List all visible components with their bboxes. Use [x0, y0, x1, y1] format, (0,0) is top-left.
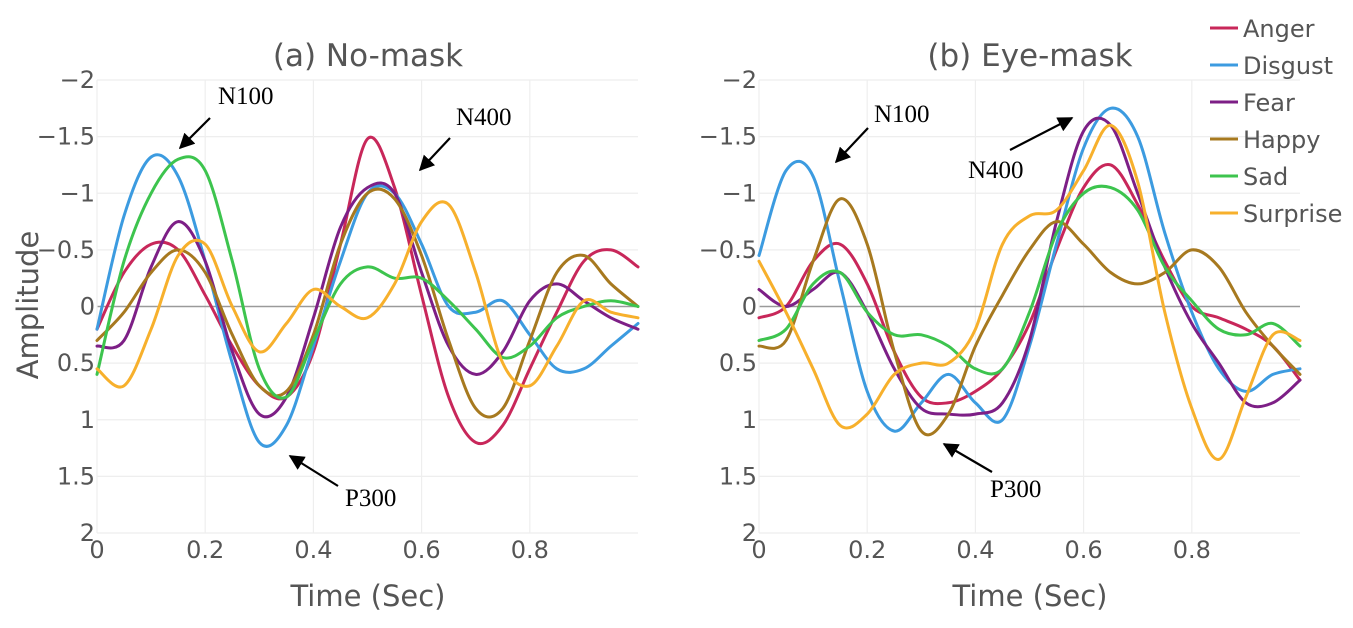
- y-tick-label: 1.5: [719, 462, 757, 490]
- legend-label: Surprise: [1243, 200, 1342, 228]
- arrow-p300-b: [942, 443, 993, 473]
- arrow-n100-a: [178, 117, 211, 150]
- series-line-happy: [95, 187, 640, 419]
- y-tick-label: 0: [80, 293, 95, 321]
- tick-labels-b: −2−1.5−1−0.500.511.520 0.2 0.4 0.6 0.8: [699, 66, 1211, 564]
- y-tick-label: 2: [742, 519, 757, 547]
- annotation-p300-b: P300: [990, 476, 1041, 503]
- x-tick-label: 0: [89, 536, 104, 564]
- x-tick-label: 0.4: [956, 536, 994, 564]
- y-tick-label: 1: [742, 406, 757, 434]
- legend-item-fear: Fear: [1210, 89, 1295, 117]
- x-tick-label: 0.2: [848, 536, 886, 564]
- arrow-n400-a: [418, 137, 451, 172]
- x-tick-label: 0: [751, 536, 766, 564]
- x-tick-label: 0.2: [186, 536, 224, 564]
- series-line-sad: [757, 184, 1302, 376]
- annotation-n400-b: N400: [968, 157, 1024, 184]
- legend-label: Disgust: [1243, 52, 1333, 80]
- legend-label: Happy: [1243, 126, 1320, 154]
- x-tick-label: 0.6: [403, 536, 441, 564]
- series-line-fear: [95, 181, 640, 419]
- legend-label: Sad: [1243, 163, 1288, 191]
- y-tick-label: 1.5: [57, 462, 95, 490]
- y-tick-label: −1: [722, 179, 757, 207]
- series-line-anger: [757, 162, 1302, 406]
- arrow-n100-b: [834, 127, 869, 164]
- legend-label: Fear: [1243, 89, 1295, 117]
- tick-labels-a: −2−1.5−1−0.500.511.520 0.2 0.4 0.6 0.8: [37, 66, 549, 564]
- series-line-surprise: [95, 200, 640, 389]
- series-line-sad: [95, 155, 640, 400]
- legend-item-sad: Sad: [1210, 163, 1288, 191]
- series-line-happy: [757, 197, 1302, 437]
- legend-item-surprise: Surprise: [1210, 200, 1342, 228]
- series-line-surprise: [757, 123, 1302, 461]
- legend-item-disgust: Disgust: [1210, 52, 1333, 80]
- x-tick-label: 0.4: [294, 536, 332, 564]
- arrow-p300-a: [288, 455, 339, 487]
- y-tick-label: 1: [80, 406, 95, 434]
- y-tick-label: 2: [80, 519, 95, 547]
- chart-title-a: (a) No-mask: [273, 38, 463, 74]
- annotation-n100-a: N100: [218, 83, 274, 110]
- y-tick-label: −0.5: [37, 236, 95, 264]
- x-tick-label: 0.6: [1065, 536, 1103, 564]
- x-tick-label: 0.8: [511, 536, 549, 564]
- series-line-disgust: [95, 153, 640, 448]
- y-tick-label: −1.5: [699, 123, 757, 151]
- y-tick-label: 0.5: [57, 349, 95, 377]
- y-axis-label-a: Amplitude: [11, 231, 45, 380]
- y-tick-label: −0.5: [699, 236, 757, 264]
- series-line-anger: [95, 135, 640, 446]
- series-lines-a: [95, 135, 640, 448]
- x-axis-label-a: Time (Sec): [289, 579, 445, 613]
- chart-title-b: (b) Eye-mask: [927, 38, 1132, 74]
- grid-a: [96, 79, 638, 534]
- y-tick-label: 0: [742, 293, 757, 321]
- annotation-p300-a: P300: [345, 485, 396, 512]
- x-tick-label: 0.8: [1173, 536, 1211, 564]
- y-tick-label: 0.5: [719, 349, 757, 377]
- y-tick-label: −2: [60, 66, 95, 94]
- legend-item-happy: Happy: [1210, 126, 1320, 154]
- y-tick-label: −1.5: [37, 123, 95, 151]
- y-tick-label: −2: [722, 66, 757, 94]
- legend-label: Anger: [1243, 15, 1315, 43]
- panel-a: (a) No-mask −2−1.5−1−0.500.511.520 0.2 0.4…: [11, 38, 640, 613]
- x-axis-label-b: Time (Sec): [951, 579, 1107, 613]
- series-lines-b: [757, 106, 1302, 461]
- annotation-n100-b: N100: [874, 101, 930, 128]
- grid-b: [758, 79, 1300, 534]
- series-line-disgust: [757, 106, 1302, 433]
- panel-b: (b) Eye-mask −2−1.5−1−0.500.511.520 0.2 0.…: [699, 38, 1302, 613]
- arrow-n400-b: [1009, 117, 1074, 151]
- legend: Anger Disgust Fear Happy Sad Surprise: [1210, 15, 1342, 228]
- y-tick-label: −1: [60, 179, 95, 207]
- legend-item-anger: Anger: [1210, 15, 1315, 43]
- annotation-n400-a: N400: [456, 104, 512, 131]
